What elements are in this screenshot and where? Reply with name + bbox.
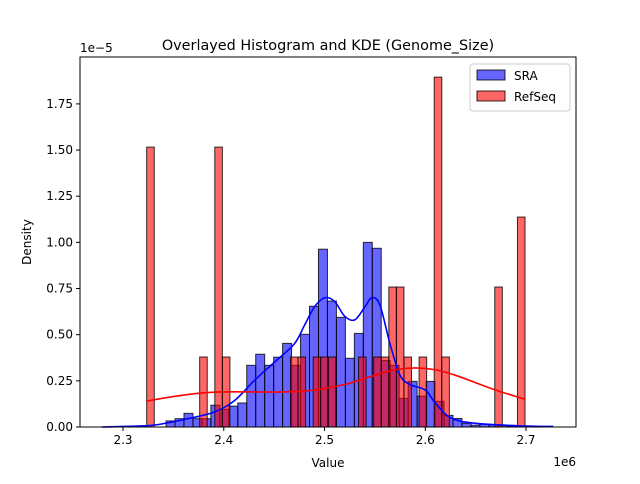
y-tick-label: 0.00 — [46, 420, 73, 434]
bar-sra-2 — [184, 413, 193, 427]
bar-refseq-31 — [381, 357, 389, 427]
y-tick-label: 1.75 — [46, 97, 73, 111]
y-tick-label: 1.00 — [46, 235, 73, 249]
bar-sra-11 — [265, 365, 274, 427]
bar-refseq-32 — [389, 287, 397, 427]
y-axis-label: Density — [20, 219, 34, 265]
y-tick-label: 1.25 — [46, 189, 73, 203]
bar-refseq-24 — [328, 357, 336, 427]
x-axis-label: Value — [312, 456, 345, 470]
bar-refseq-22 — [313, 357, 321, 427]
y-tick-label: 0.25 — [46, 374, 73, 388]
bar-refseq-49 — [517, 217, 525, 427]
x-offset-label: 1e6 — [553, 455, 576, 469]
bar-refseq-30 — [374, 357, 382, 427]
bar-sra-33 — [462, 423, 471, 427]
legend-swatch-sra — [477, 70, 505, 80]
bar-refseq-33 — [396, 287, 404, 427]
x-tick-label: 2.4 — [214, 433, 233, 447]
legend: SRA RefSeq — [470, 64, 570, 111]
bar-sra-10 — [256, 354, 265, 427]
bar-sra-20 — [345, 358, 354, 427]
x-tick-label: 2.3 — [113, 433, 132, 447]
legend-label-refseq: RefSeq — [514, 90, 556, 104]
y-tick-label: 0.50 — [46, 328, 73, 342]
x-tick-label: 2.5 — [315, 433, 334, 447]
bar-refseq-46 — [495, 287, 503, 427]
legend-swatch-refseq — [477, 91, 505, 101]
chart-title: Overlayed Histogram and KDE (Genome_Size… — [162, 38, 494, 54]
bar-refseq-0 — [147, 147, 155, 427]
legend-label-sra: SRA — [514, 69, 538, 83]
bar-sra-19 — [336, 317, 345, 427]
y-offset-label: 1e−5 — [80, 41, 113, 55]
x-tick-label: 2.6 — [416, 433, 435, 447]
y-tick-label: 1.50 — [46, 143, 73, 157]
bar-refseq-9 — [215, 147, 223, 427]
bar-refseq-38 — [434, 77, 442, 427]
y-tick-label: 0.75 — [46, 282, 73, 296]
bar-refseq-28 — [359, 357, 367, 427]
bar-sra-29 — [426, 381, 435, 427]
bar-sra-9 — [247, 365, 256, 427]
x-tick-label: 2.7 — [516, 433, 535, 447]
bar-refseq-23 — [321, 357, 329, 427]
bar-sra-8 — [238, 403, 247, 427]
